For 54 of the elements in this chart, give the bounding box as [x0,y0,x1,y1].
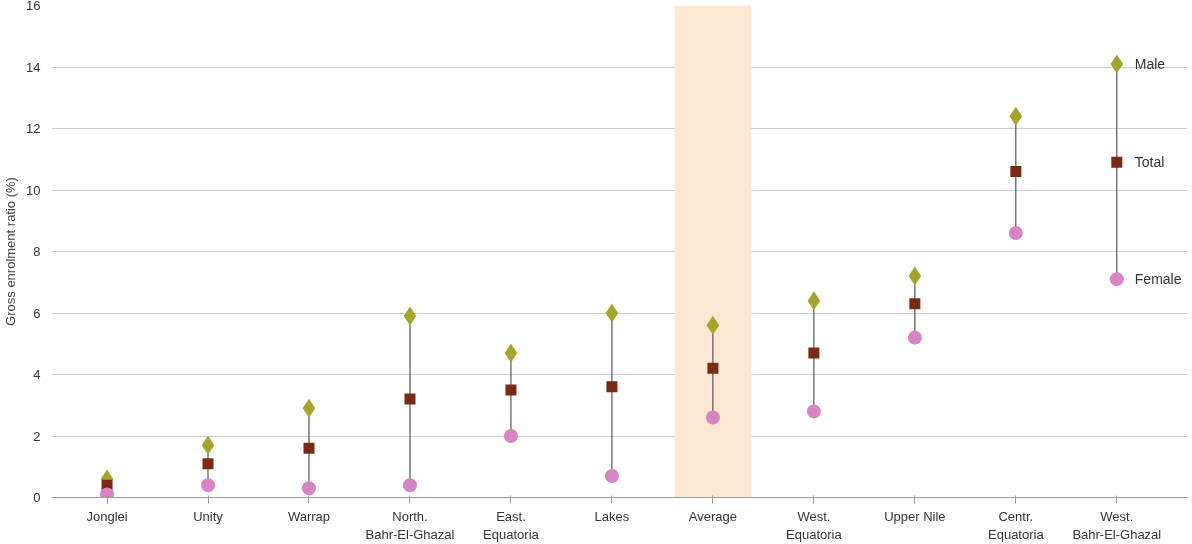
point [504,343,518,363]
y-tick-label: 8 [33,244,41,259]
point [706,315,720,335]
x-tick-label: West. Equatoria [786,508,843,542]
point [303,442,315,454]
point [503,429,518,443]
y-tick-label: 16 [26,0,41,13]
point [1010,166,1022,178]
point [402,478,417,493]
y-tick-label: 12 [26,121,41,136]
x-tick-label: Jonglei [86,508,128,524]
x-tick-label: Lakes [594,508,630,524]
series-label: Male [1134,55,1166,72]
point [807,291,821,311]
point [301,481,316,496]
x-tick-label: Upper Nile [884,508,946,524]
y-tick-label: 14 [26,59,41,75]
y-tick-label: 6 [33,305,41,321]
y-tick-label: 4 [33,367,41,382]
point [908,266,922,286]
point [1008,226,1023,241]
series-label: Female [1134,271,1182,288]
point [1009,106,1023,126]
x-tick-label: Unity [193,508,224,524]
point [707,362,719,374]
x-tick-label: West. Bahr-El-Ghazal [1072,508,1162,542]
point [403,306,417,326]
point [605,303,619,323]
point [808,347,820,359]
point [1110,54,1124,74]
y-tick-label: 0 [33,490,41,505]
point [806,404,821,419]
point [705,410,720,425]
point [404,393,416,405]
point [1111,156,1123,168]
point [202,458,214,470]
x-tick-label: East. Equatoria [483,508,540,542]
point [302,398,316,418]
point [1109,272,1124,287]
point [907,330,922,345]
x-tick-label: North. Bahr-El-Ghazal [365,508,455,542]
y-axis-title: Gross enrolment ratio (%) [3,177,19,326]
series-label: Total [1134,154,1165,171]
point [604,468,619,483]
x-tick-label: Average [688,508,737,524]
point [909,298,921,310]
x-tick-label: Warrap [287,508,331,524]
point [606,381,618,393]
point [201,478,216,493]
point [505,384,517,396]
point [201,435,215,455]
y-tick-label: 2 [33,428,41,444]
y-tick-label: 10 [26,182,41,198]
x-tick-label: Centr. Equatoria [988,508,1045,542]
